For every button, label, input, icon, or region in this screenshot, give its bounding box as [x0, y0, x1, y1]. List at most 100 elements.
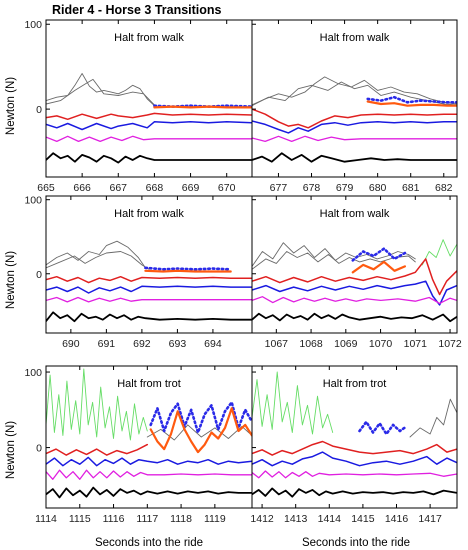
- panel-plot-area: [252, 239, 457, 323]
- x-tick-label: 665: [37, 182, 55, 194]
- series-line-blue-5: [46, 121, 252, 131]
- panel-1: 665 666 667 668 669 670 0 100 Halt from walk: [24, 19, 253, 194]
- series-line-gray-1: [46, 251, 150, 270]
- y-tick-label: 100: [24, 19, 42, 31]
- panel-title: Halt from trot: [323, 378, 387, 390]
- series-line-dotted_blue-2: [149, 401, 252, 434]
- panel-5: 1114 1115 1116 1117 1118 1119 0 100 Halt from tr…: [24, 365, 253, 525]
- panel-frame: [251, 19, 458, 178]
- figure-title: Rider 4 - Horse 3 Transitions: [52, 3, 222, 17]
- x-tick-label: 678: [303, 182, 321, 194]
- series-line-magenta-6: [46, 135, 252, 143]
- y-tick-label: 0: [36, 269, 42, 281]
- x-tick-label: 692: [133, 338, 151, 350]
- x-tick-label: 1117: [136, 513, 158, 525]
- series-line-orange-4: [351, 260, 406, 274]
- panel-title: Halt from walk: [320, 208, 390, 220]
- panel-plot-area: [252, 371, 457, 498]
- series-line-gray-1: [46, 78, 155, 106]
- x-tick-label: 669: [182, 182, 200, 194]
- panel-title: Halt from walk: [320, 32, 390, 44]
- panel-4: 1067 1068 1069 1070 1071 1072 Halt from walk: [251, 195, 462, 350]
- series-line-green-0: [46, 368, 148, 441]
- x-tick-label: 1116: [103, 513, 125, 525]
- series-line-dotted_blue-2: [366, 95, 457, 104]
- series-line-gray-1: [252, 251, 416, 270]
- series-line-red-4: [46, 443, 149, 456]
- series-line-gray-0: [46, 73, 155, 107]
- series-line-orange-3: [366, 100, 457, 107]
- y-axis-label-row-1: Newton (N): [5, 77, 17, 135]
- x-tick-label: 1072: [438, 338, 462, 350]
- series-line-dotted_blue-3: [351, 247, 407, 262]
- x-tick-label: 680: [369, 182, 387, 194]
- y-tick-label: 100: [24, 367, 42, 379]
- x-tick-label: 1417: [418, 513, 442, 525]
- series-line-gray-1: [409, 398, 457, 438]
- x-tick-label: 677: [270, 182, 288, 194]
- y-axis-label-row-2: Newton (N): [5, 251, 17, 309]
- x-tick-label: 1068: [299, 338, 323, 350]
- series-line-orange-3: [153, 105, 252, 109]
- series-line-magenta-6: [252, 135, 457, 143]
- panel-plot-area: [252, 76, 457, 163]
- series-line-dotted_blue-2: [358, 420, 408, 436]
- x-tick-label: 1115: [69, 513, 91, 525]
- panel-3: 690 691 692 693 694 0 100 Halt from walk: [24, 195, 253, 350]
- series-line-blue-5: [46, 285, 252, 294]
- panel-2: 677 678 679 680 681 682 Halt from walk: [251, 19, 458, 194]
- series-line-black-7: [46, 311, 252, 323]
- x-tick-label: 690: [62, 338, 80, 350]
- x-tick-label: 670: [218, 182, 236, 194]
- panel-plot-area: [46, 368, 252, 499]
- y-tick-label: 0: [36, 443, 42, 455]
- series-line-blue-6: [252, 280, 457, 306]
- x-tick-label: 1416: [385, 513, 409, 525]
- x-tick-label: 667: [110, 182, 128, 194]
- series-line-blue-5: [252, 120, 457, 134]
- series-line-magenta-6: [46, 469, 252, 480]
- series-line-green-0: [252, 371, 334, 435]
- x-tick-label: 682: [435, 182, 453, 194]
- x-tick-label: 1114: [35, 513, 57, 525]
- series-line-red-4: [46, 275, 252, 284]
- series-line-black-8: [252, 312, 457, 323]
- panel-title: Halt from walk: [114, 208, 184, 220]
- series-line-magenta-6: [46, 296, 252, 303]
- y-axis-label-row-3: Newton (N): [5, 421, 17, 479]
- x-tick-label: 1118: [170, 513, 192, 525]
- x-tick-label: 1119: [204, 513, 226, 525]
- y-tick-label: 0: [36, 104, 42, 116]
- series-line-orange-3: [144, 269, 232, 273]
- x-axis-label-right: Seconds into the ride: [302, 537, 410, 549]
- series-line-black-7: [46, 152, 252, 164]
- series-line-red-4: [46, 112, 252, 121]
- x-tick-label: 1413: [284, 513, 308, 525]
- x-tick-label: 681: [402, 182, 420, 194]
- series-line-blue-5: [46, 456, 252, 467]
- x-tick-label: 1415: [351, 513, 375, 525]
- series-line-magenta-5: [252, 470, 457, 479]
- panel-plot-area: [46, 240, 252, 323]
- panel-plot-area: [46, 73, 252, 164]
- panel-6: 1412 1413 1414 1415 1416 1417 Halt from trot: [250, 365, 458, 525]
- series-line-black-7: [46, 486, 252, 499]
- x-tick-label: 1412: [250, 513, 274, 525]
- x-tick-label: 1071: [404, 338, 428, 350]
- panel-title: Halt from walk: [114, 32, 184, 44]
- panel-frame: [251, 365, 458, 509]
- series-line-magenta-7: [252, 296, 457, 305]
- x-tick-label: 691: [98, 338, 116, 350]
- series-line-orange-3: [149, 407, 252, 454]
- series-line-green-2: [421, 239, 457, 266]
- series-line-red-5: [252, 258, 457, 296]
- x-tick-label: 694: [204, 338, 222, 350]
- x-tick-label: 693: [169, 338, 187, 350]
- x-tick-label: 679: [336, 182, 354, 194]
- series-line-dotted_blue-2: [144, 266, 232, 271]
- series-line-blue-4: [252, 451, 457, 467]
- x-axis-label-left: Seconds into the ride: [95, 537, 203, 549]
- x-tick-label: 666: [73, 182, 91, 194]
- x-tick-label: 1067: [265, 338, 289, 350]
